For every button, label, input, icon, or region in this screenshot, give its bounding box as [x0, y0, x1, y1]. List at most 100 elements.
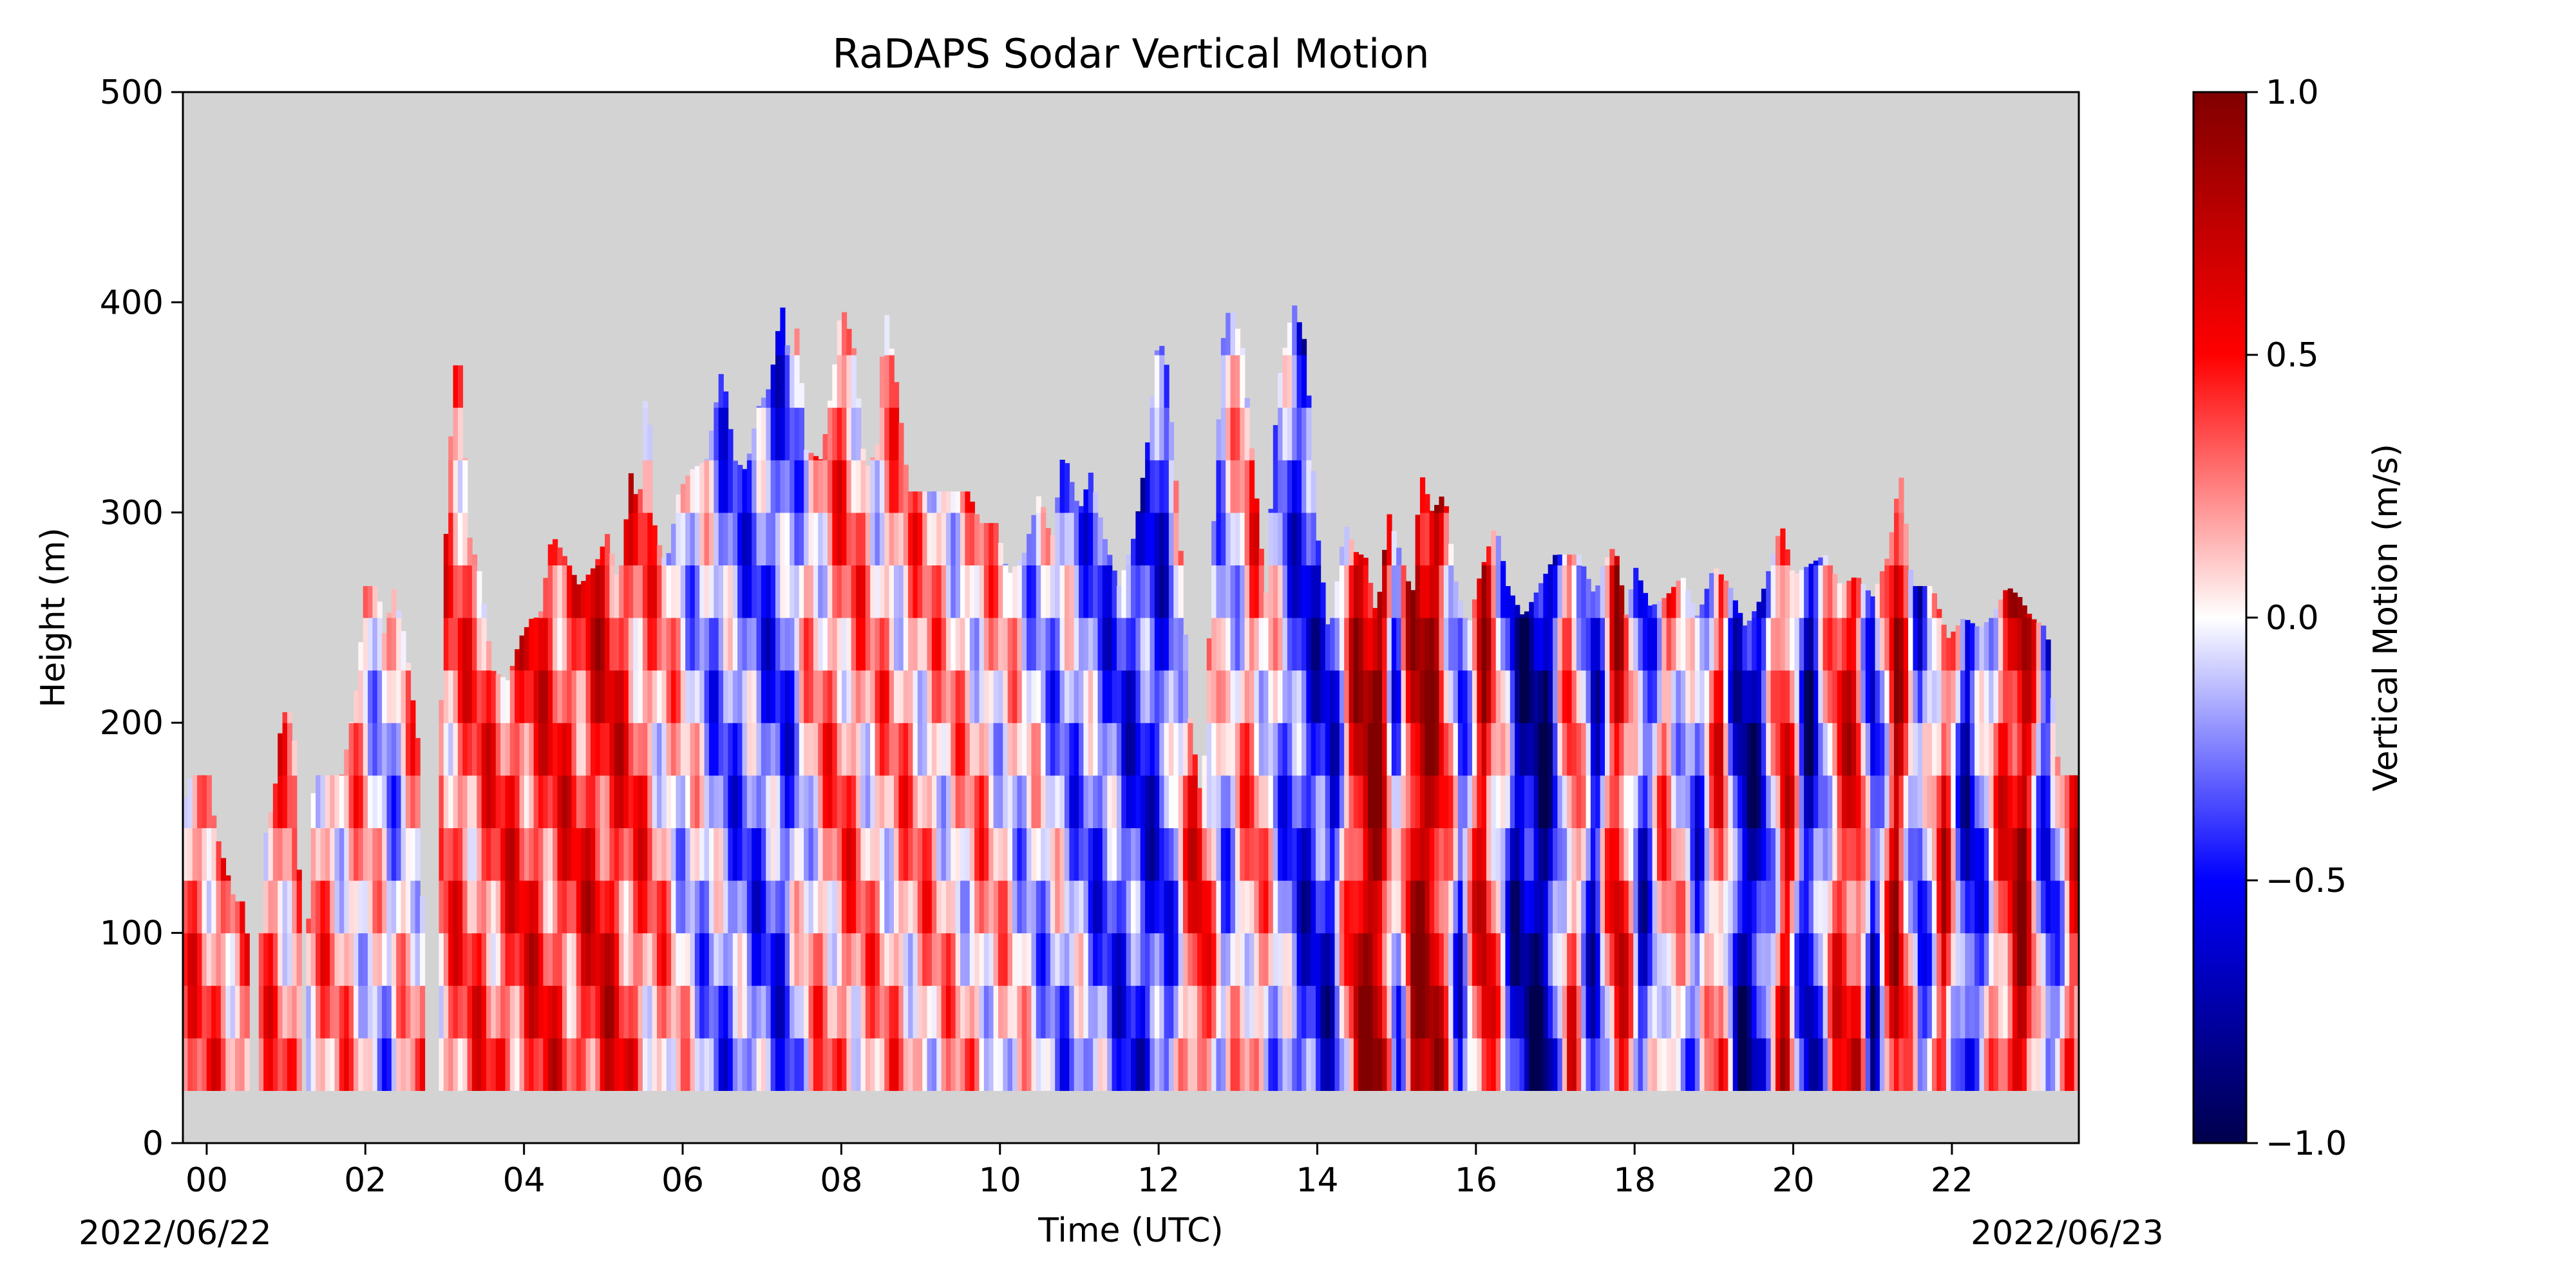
heatmap-cell — [1600, 985, 1605, 1039]
heatmap-cell — [898, 723, 904, 776]
heatmap-cell — [1097, 618, 1103, 671]
heatmap-cell — [1690, 775, 1696, 828]
heatmap-cell — [2050, 880, 2056, 934]
heatmap-cell — [334, 985, 340, 1039]
heatmap-cell — [1021, 670, 1027, 723]
heatmap-cell — [974, 514, 980, 565]
heatmap-cell — [1429, 985, 1435, 1039]
heatmap-cell — [1159, 933, 1165, 986]
heatmap-cell — [481, 985, 487, 1039]
heatmap-cell — [471, 554, 478, 565]
heatmap-cell — [1211, 985, 1217, 1039]
heatmap-cell — [1619, 880, 1625, 934]
heatmap-cell — [1562, 565, 1567, 618]
heatmap-cell — [1510, 670, 1515, 723]
heatmap-cell — [363, 586, 368, 618]
heatmap-cell — [742, 670, 748, 723]
heatmap-cell — [808, 775, 814, 828]
heatmap-cell — [524, 933, 530, 986]
heatmap-cell — [1074, 512, 1079, 565]
heatmap-cell — [1799, 933, 1804, 986]
heatmap-cell — [1230, 460, 1236, 513]
heatmap-cell — [1202, 933, 1208, 986]
heatmap-cell — [1752, 933, 1757, 986]
heatmap-cell — [585, 723, 591, 776]
heatmap-cell — [1088, 1037, 1094, 1091]
heatmap-cell — [2074, 880, 2079, 934]
heatmap-cell — [320, 828, 326, 881]
heatmap-cell — [1529, 828, 1535, 881]
heatmap-cell — [1330, 1037, 1336, 1091]
heatmap-cell — [1605, 775, 1611, 828]
heatmap-cell — [732, 985, 738, 1039]
heatmap-cell — [1301, 618, 1307, 671]
heatmap-cell — [694, 670, 701, 723]
heatmap-cell — [1116, 670, 1122, 723]
heatmap-cell — [192, 775, 198, 828]
heatmap-cell — [1965, 933, 1971, 986]
heatmap-cell — [732, 1037, 738, 1091]
heatmap-cell — [1012, 828, 1018, 881]
heatmap-cell — [917, 723, 923, 776]
heatmap-cell — [258, 1037, 264, 1091]
heatmap-cell — [453, 460, 459, 513]
heatmap-cell — [1519, 614, 1525, 618]
heatmap-cell — [856, 775, 862, 828]
heatmap-cell — [1553, 828, 1558, 881]
heatmap-cell — [941, 618, 947, 671]
heatmap-cell — [1472, 880, 1478, 934]
heatmap-cell — [1680, 985, 1686, 1039]
heatmap-cell — [1533, 933, 1539, 986]
heatmap-cell — [1998, 723, 2004, 776]
heatmap-cell — [1012, 880, 1018, 934]
heatmap-cell — [1059, 1037, 1065, 1091]
heatmap-cell — [358, 933, 364, 986]
heatmap-cell — [1766, 723, 1772, 776]
heatmap-cell — [1031, 1037, 1037, 1091]
heatmap-cell — [1998, 933, 2004, 986]
heatmap-cell — [1226, 670, 1231, 723]
heatmap-cell — [272, 985, 278, 1039]
heatmap-cell — [818, 933, 824, 986]
heatmap-cell — [822, 460, 828, 513]
heatmap-cell — [875, 1037, 880, 1091]
heatmap-cell — [1685, 775, 1691, 828]
heatmap-cell — [1960, 670, 1966, 723]
heatmap-cell — [358, 723, 364, 776]
heatmap-cell — [1258, 1037, 1264, 1091]
heatmap-cell — [2074, 933, 2079, 986]
heatmap-cell — [515, 1037, 520, 1091]
heatmap-cell — [680, 723, 686, 776]
heatmap-cell — [766, 460, 772, 513]
heatmap-cell — [1714, 775, 1719, 828]
heatmap-cell — [1211, 565, 1217, 618]
heatmap-cell — [1178, 670, 1184, 723]
heatmap-cell — [448, 565, 454, 618]
heatmap-cell — [1533, 1037, 1539, 1091]
heatmap-cell — [623, 880, 629, 934]
heatmap-cell — [1306, 1037, 1312, 1091]
heatmap-cell — [671, 524, 677, 565]
heatmap-cell — [770, 880, 776, 934]
heatmap-cell — [1718, 775, 1724, 828]
heatmap-cell — [1937, 1037, 1942, 1091]
heatmap-cell — [1164, 985, 1170, 1039]
heatmap-cell — [557, 547, 563, 565]
heatmap-cell — [1429, 511, 1435, 513]
heatmap-cell — [652, 723, 658, 776]
heatmap-cell — [1960, 1037, 1966, 1091]
heatmap-cell — [557, 828, 563, 881]
heatmap-cell — [742, 618, 748, 671]
heatmap-cell — [1481, 1037, 1487, 1091]
heatmap-cell — [1813, 828, 1819, 881]
heatmap-cell — [671, 565, 677, 618]
heatmap-cell — [2036, 723, 2041, 776]
heatmap-cell — [860, 723, 866, 776]
heatmap-cell — [1173, 880, 1179, 934]
heatmap-cell — [1226, 312, 1231, 355]
heatmap-cell — [1377, 880, 1383, 934]
heatmap-cell — [1823, 880, 1828, 934]
heatmap-cell — [533, 775, 539, 828]
heatmap-cell — [457, 985, 464, 1039]
